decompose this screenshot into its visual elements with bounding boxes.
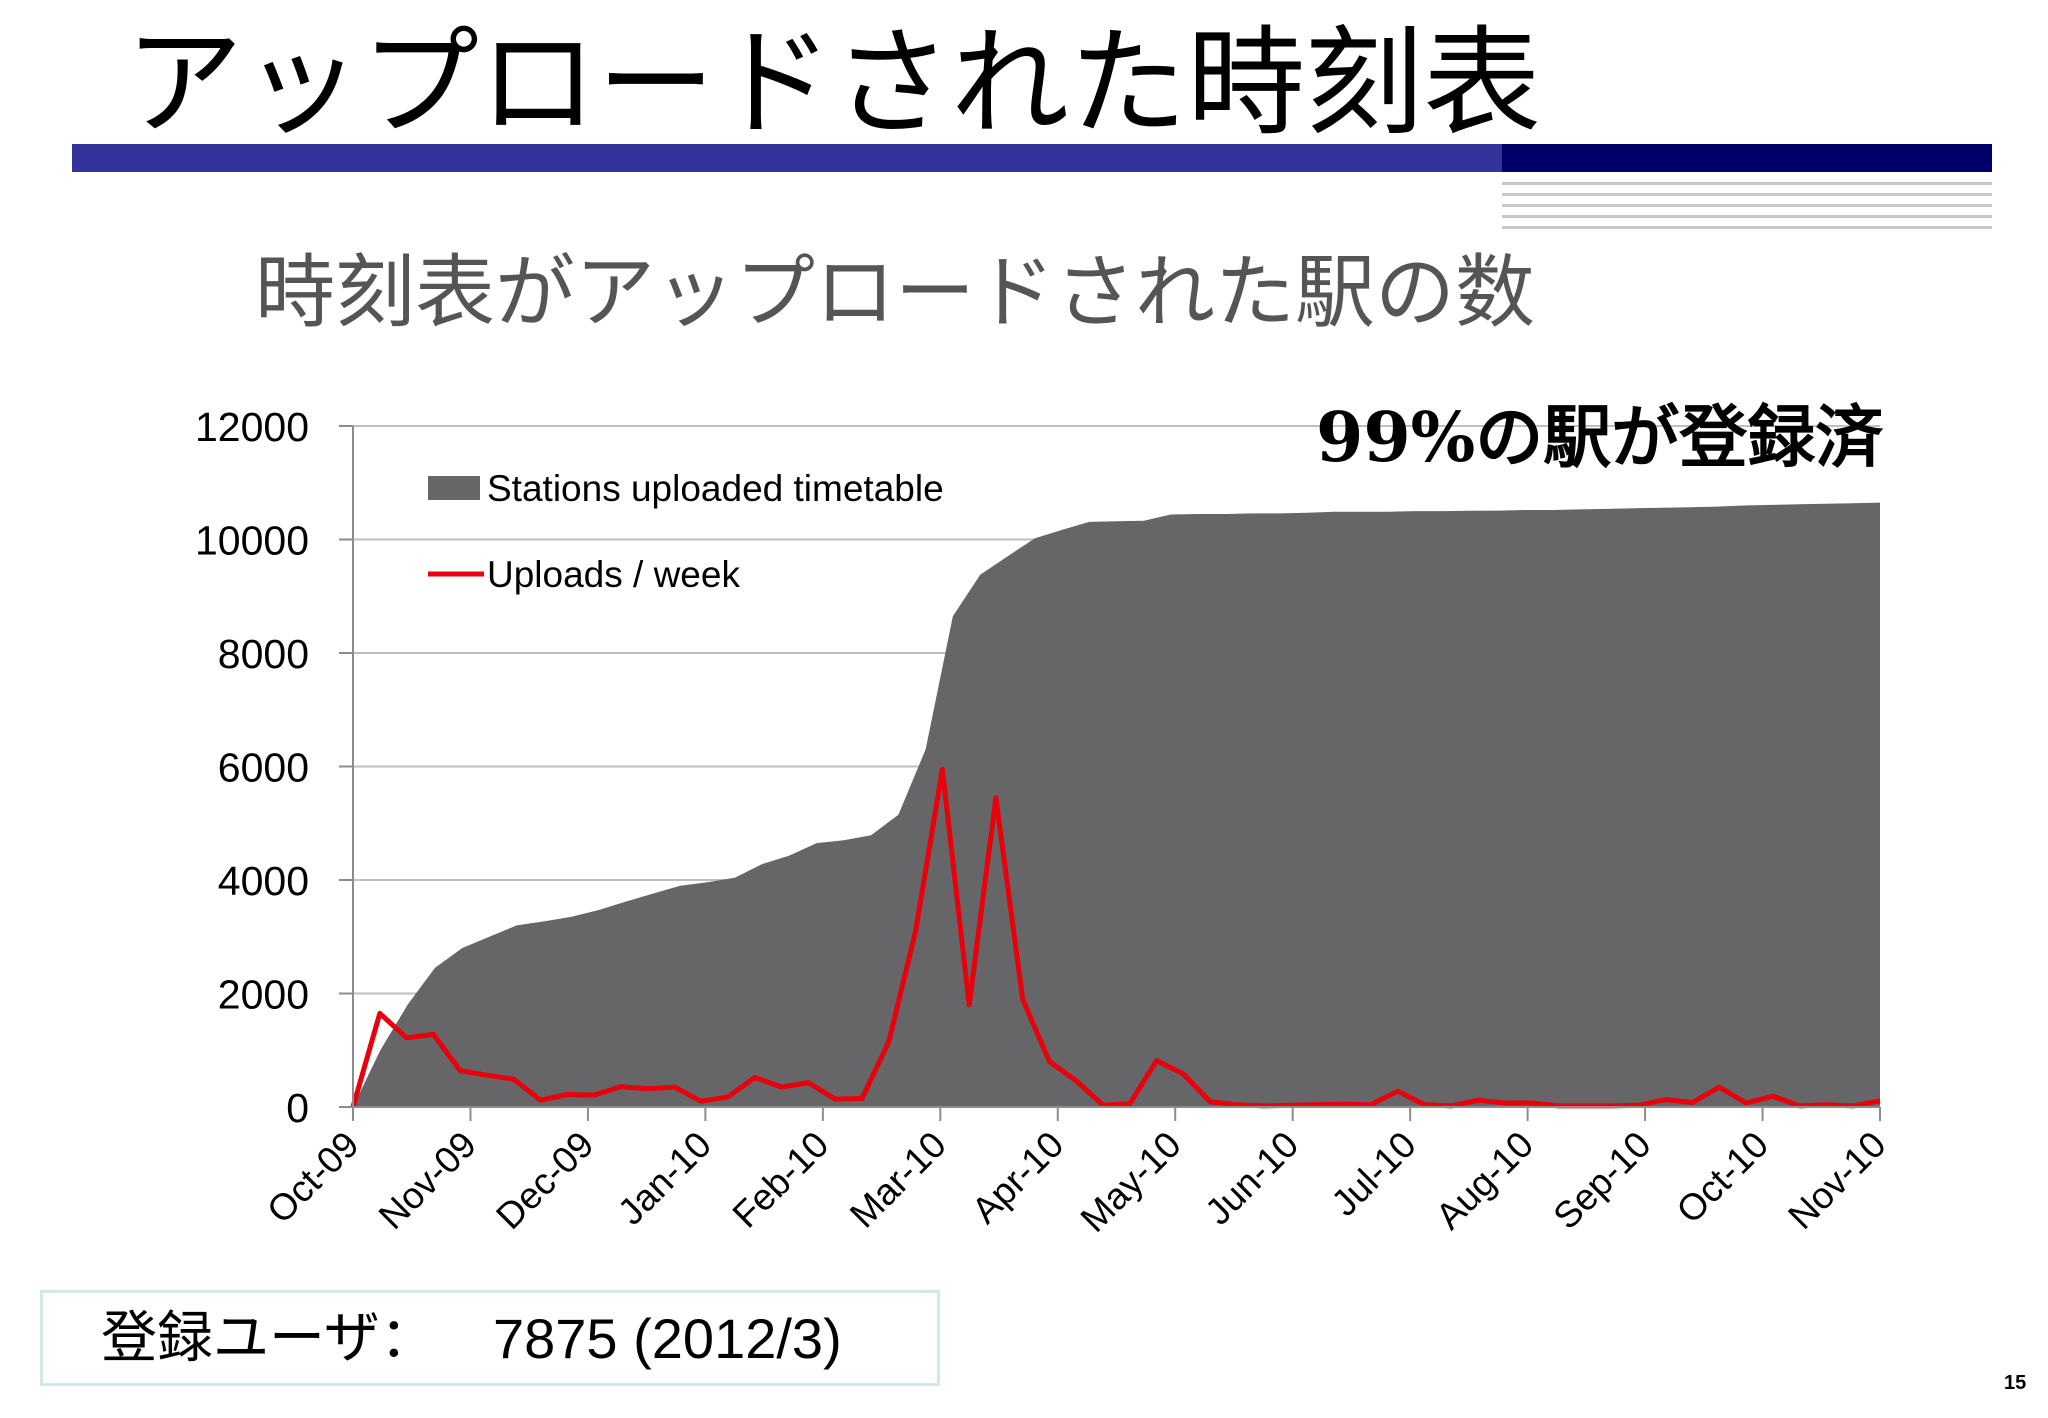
x-tick-label: Oct-09 [259, 1124, 367, 1232]
x-tick-label: Aug-10 [1428, 1124, 1541, 1237]
registered-users-value: 7875 (2012/3) [493, 1307, 842, 1370]
x-tick-label: Apr-10 [964, 1124, 1072, 1232]
x-tick-label: Oct-10 [1669, 1124, 1777, 1232]
y-tick-label: 2000 [218, 972, 309, 1018]
x-tick-label: May-10 [1073, 1124, 1189, 1240]
x-tick-label: Nov-10 [1780, 1124, 1893, 1237]
legend: Stations uploaded timetable Uploads / we… [428, 468, 944, 595]
registered-users-label: 登録ユーザ： [101, 1306, 436, 1371]
y-tick-label: 4000 [218, 858, 309, 904]
legend-swatch-stations [428, 476, 480, 500]
slide-title: アップロードされた時刻表 [125, 14, 1542, 152]
x-tick-label: Feb-10 [725, 1124, 837, 1236]
decorative-line [1502, 215, 1992, 218]
coverage-callout: 99%の駅が登録済 [1316, 398, 1884, 478]
y-tick-label: 12000 [195, 404, 309, 450]
decorative-line [1502, 226, 1992, 229]
x-tick-label: Jan-10 [610, 1124, 719, 1233]
x-tick-label: Nov-09 [371, 1124, 484, 1237]
title-bar [72, 144, 1502, 172]
x-tick-label: Sep-10 [1545, 1124, 1658, 1237]
decorative-line [1502, 193, 1992, 196]
x-tick-label: Dec-09 [488, 1124, 601, 1237]
line-series-uploads [350, 766, 1881, 1109]
area-series-stations [353, 502, 1880, 1108]
x-tick-label: Jun-10 [1197, 1124, 1306, 1233]
title-bar-accent [1502, 144, 1992, 172]
y-tick-label: 8000 [218, 631, 309, 677]
decorative-line [1502, 182, 1992, 185]
x-tick-label: Jul-10 [1324, 1124, 1424, 1224]
legend-label-uploads: Uploads / week [487, 554, 740, 595]
legend-label-stations: Stations uploaded timetable [487, 468, 944, 509]
y-tick-label: 6000 [218, 745, 309, 791]
decorative-line [1502, 204, 1992, 207]
y-tick-label: 10000 [195, 518, 309, 564]
chart-title: 時刻表がアップロードされた駅の数 [255, 246, 1535, 339]
registered-users-box: 登録ユーザ： 7875 (2012/3) [40, 1290, 940, 1386]
y-tick-label: 0 [286, 1085, 309, 1131]
x-tick-label: Mar-10 [842, 1124, 954, 1236]
page-number: 15 [2004, 1372, 2027, 1394]
